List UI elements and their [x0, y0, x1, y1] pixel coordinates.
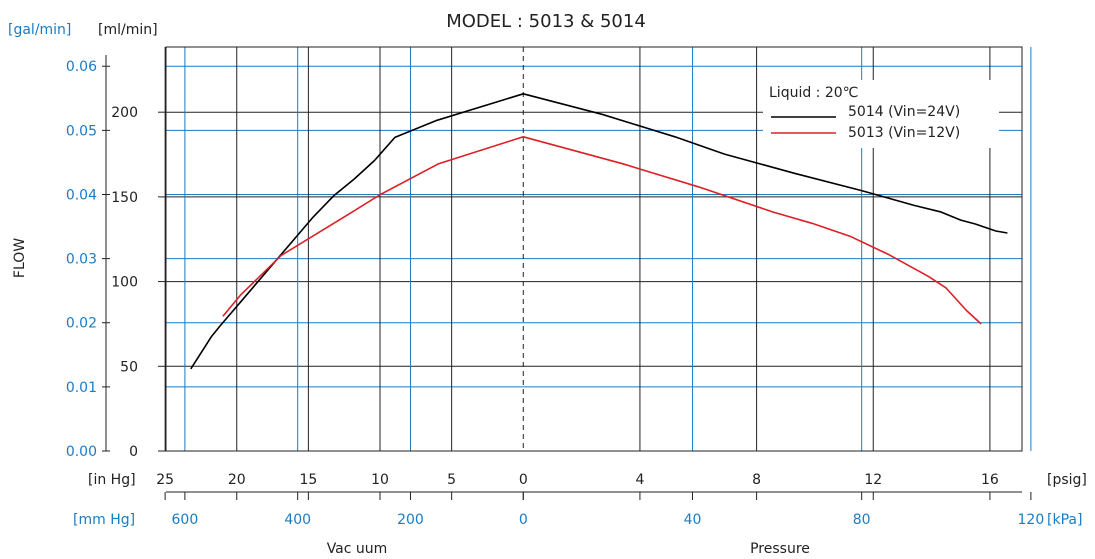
x-units-psig: [psig]: [1047, 472, 1087, 488]
x-tick-label-psig: 12: [864, 472, 882, 488]
series-lines: [190, 93, 1008, 370]
y-axis-label: FLOW: [12, 238, 28, 278]
x-tick-label-mm-hg: 200: [397, 512, 424, 528]
axes: [102, 46, 1032, 500]
y-tick-label-ml: 0: [129, 444, 138, 460]
x-tick-label-in-hg: 15: [299, 472, 317, 488]
x-tick-label-in-hg: 25: [156, 472, 174, 488]
x-tick-label-mm-hg: 600: [172, 512, 199, 528]
y-tick-label-gal: 0.06: [66, 59, 97, 75]
tick-labels: 0.000.010.020.030.040.050.06050100150200…: [66, 59, 1044, 528]
y-tick-label-ml: 50: [120, 359, 138, 375]
y-tick-label-gal: 0.02: [66, 316, 97, 332]
series-line-1: [222, 136, 982, 325]
y-tick-label-gal: 0.05: [66, 123, 97, 139]
y-tick-label-ml: 200: [111, 105, 138, 121]
grid-lines: [164, 47, 1032, 451]
x-tick-label-mm-hg: 400: [284, 512, 311, 528]
legend-box: [763, 80, 999, 148]
legend: Liquid : 20℃ 5014 (Vin=24V) 5013 (Vin=12…: [763, 80, 999, 148]
y-tick-label-gal: 0.00: [66, 444, 97, 460]
x-tick-label-kpa: 80: [853, 512, 871, 528]
y-tick-label-gal: 0.04: [66, 187, 97, 203]
x-tick-label-mm-hg: 0: [519, 512, 528, 528]
y-tick-label-gal: 0.01: [66, 380, 97, 396]
x-label-vacuum: Vac uum: [327, 541, 388, 557]
x-tick-label-in-hg: 0: [519, 472, 528, 488]
series-line-0: [190, 93, 1008, 370]
y-units-gal: [gal/min]: [8, 22, 71, 38]
x-tick-label-psig: 4: [635, 472, 644, 488]
legend-title: Liquid : 20℃: [769, 85, 858, 101]
y-tick-label-ml: 100: [111, 275, 138, 291]
x-units-kpa: [kPa]: [1047, 512, 1082, 528]
x-tick-label-kpa: 120: [1018, 512, 1045, 528]
x-tick-label-psig: 8: [752, 472, 761, 488]
chart-title: MODEL : 5013 & 5014: [446, 11, 646, 32]
plot-frame: [165, 46, 1023, 452]
x-label-pressure: Pressure: [750, 541, 810, 557]
x-units-mm-hg: [mm Hg]: [73, 512, 135, 528]
x-tick-label-psig: 16: [981, 472, 999, 488]
legend-label-5013: 5013 (Vin=12V): [848, 125, 960, 141]
x-tick-label-in-hg: 10: [371, 472, 389, 488]
legend-label-5014: 5014 (Vin=24V): [848, 104, 960, 120]
x-units-in-hg: [in Hg]: [88, 472, 136, 488]
x-tick-label-in-hg: 5: [447, 472, 456, 488]
x-tick-label-kpa: 40: [684, 512, 702, 528]
y-tick-label-gal: 0.03: [66, 252, 97, 268]
x-tick-label-in-hg: 20: [228, 472, 246, 488]
y-units-ml: [ml/min]: [98, 22, 158, 38]
y-tick-label-ml: 150: [111, 190, 138, 206]
